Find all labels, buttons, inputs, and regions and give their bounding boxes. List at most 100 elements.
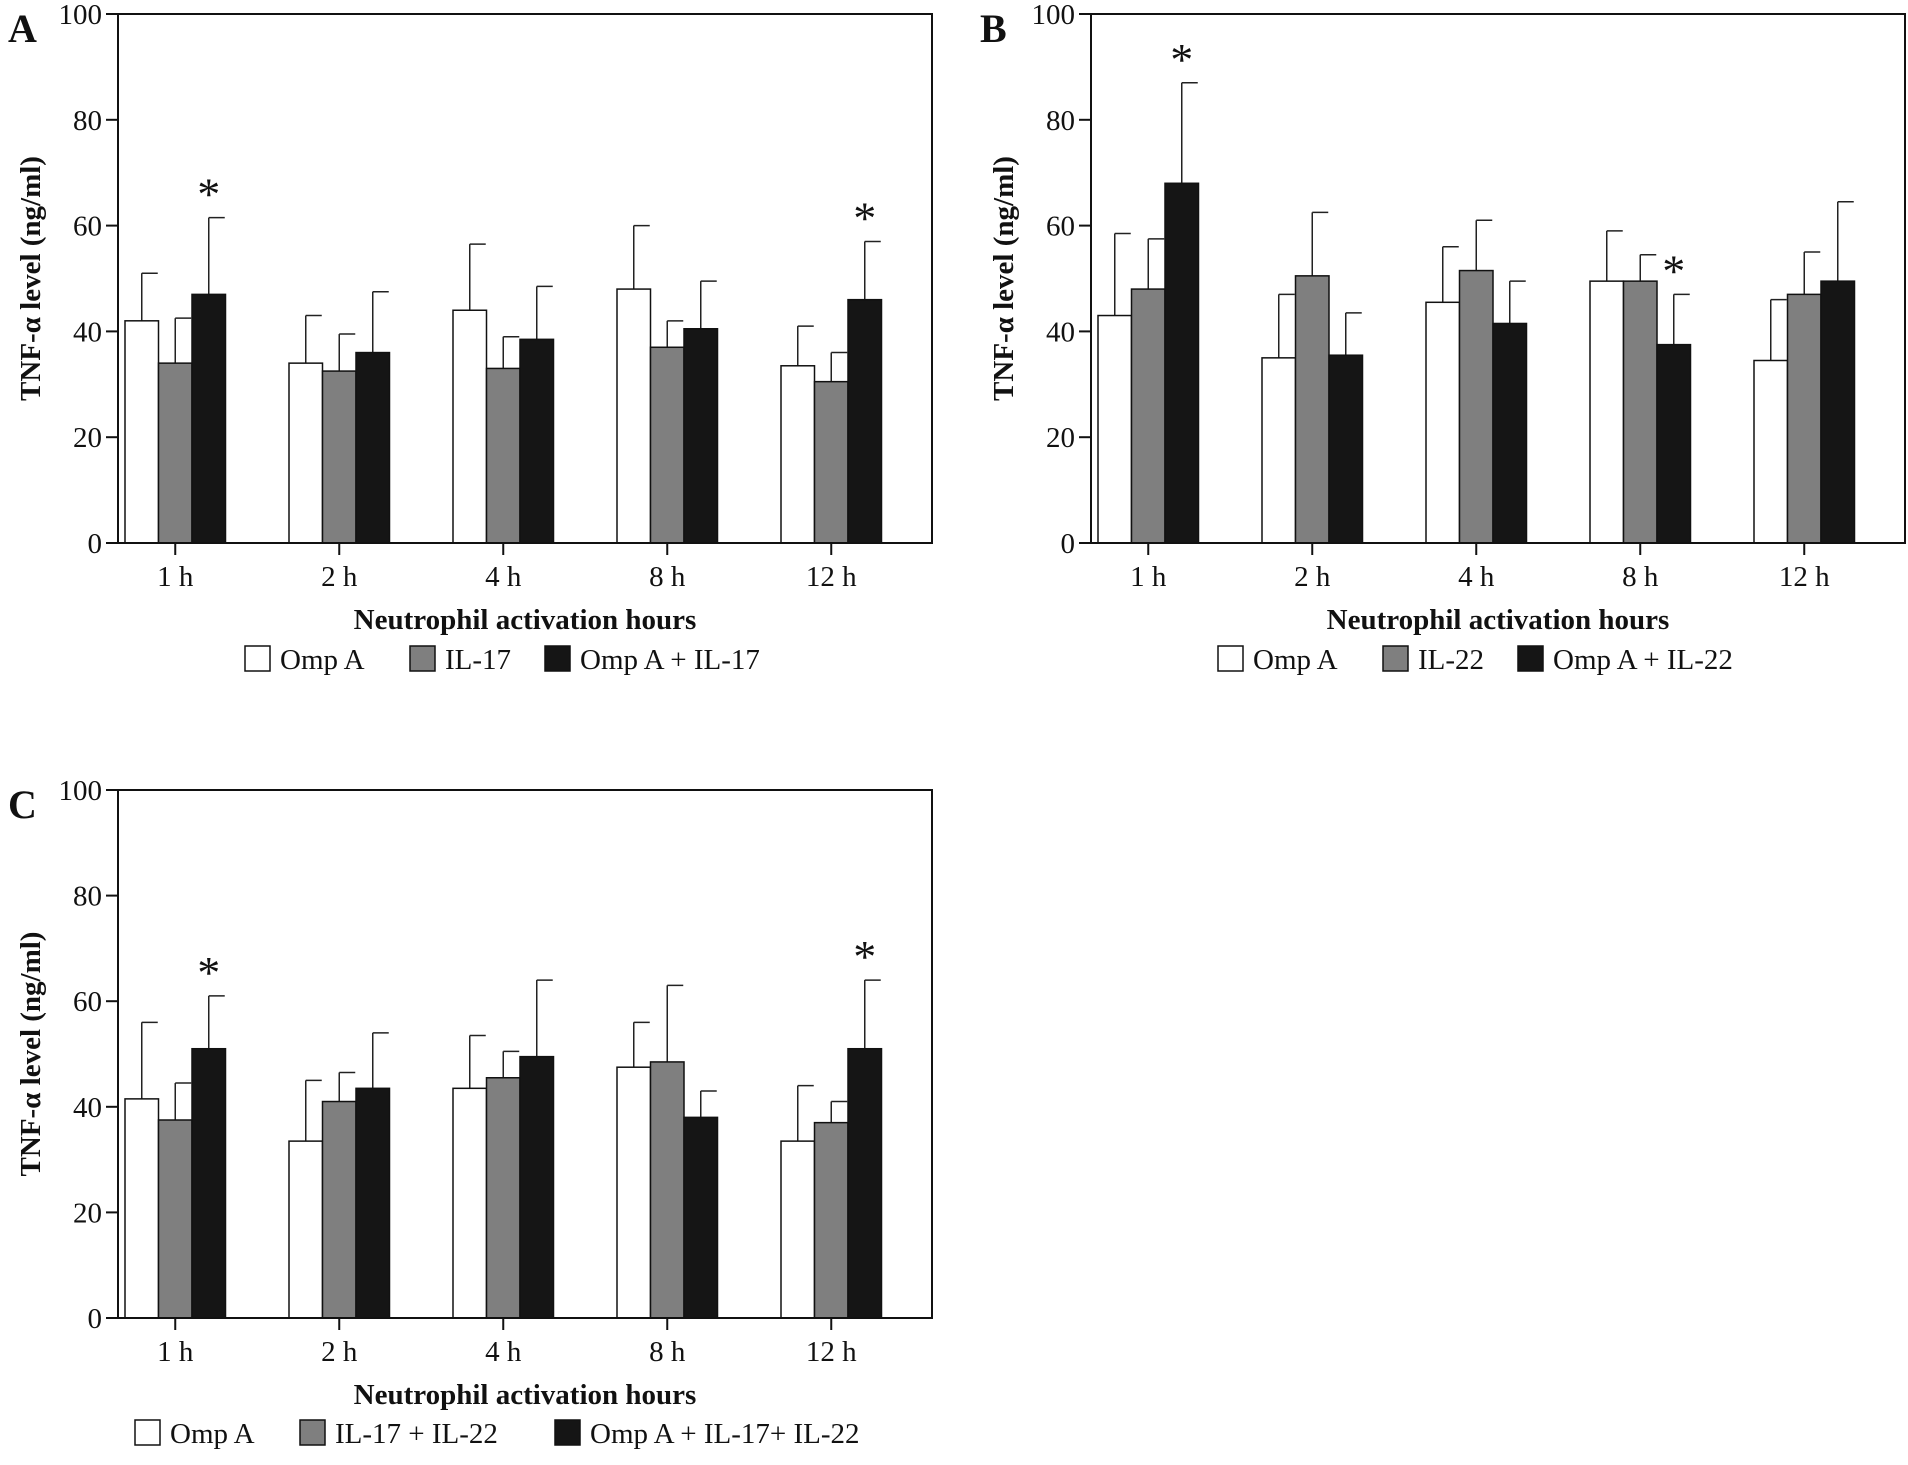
legend-label: Omp A — [170, 1418, 255, 1450]
legend-label: Omp A + IL-17+ IL-22 — [590, 1418, 860, 1450]
panel-c: C 0 20 40 60 80 100 TNF-α level (ng/ml) 1 h * 2 h 4… — [8, 775, 933, 1450]
bar — [683, 328, 719, 544]
significance-mark: * — [1662, 245, 1685, 296]
x-tick-label: 4 h — [485, 1336, 522, 1368]
legend: Omp A IL-17 + IL-22 Omp A + IL-17+ IL-22 — [134, 1418, 860, 1450]
bar — [519, 338, 555, 544]
bar — [1753, 359, 1789, 544]
panel-letter: B — [980, 6, 1007, 51]
plot-frame — [117, 13, 933, 544]
bar — [780, 1140, 816, 1319]
legend-swatch — [1382, 645, 1409, 672]
y-tick-label: 60 — [73, 211, 102, 243]
x-tick-label: 12 h — [806, 561, 857, 593]
bar — [649, 1061, 685, 1319]
bar — [519, 1055, 555, 1319]
bar — [191, 1047, 227, 1319]
x-tick-label: 1 h — [157, 561, 194, 593]
y-axis-title: TNF-α level (ng/ml) — [988, 156, 1020, 401]
bar — [452, 1087, 488, 1319]
y-tick-label: 100 — [59, 0, 103, 31]
plot-frame — [117, 789, 933, 1319]
y-tick-label: 100 — [59, 775, 103, 807]
bar — [780, 365, 816, 544]
bar — [321, 370, 357, 544]
bar — [616, 288, 652, 544]
y-tick-label: 0 — [1061, 528, 1076, 560]
x-tick-label: 1 h — [157, 1336, 194, 1368]
bar — [813, 1121, 849, 1319]
bar — [355, 351, 391, 544]
legend-swatch — [1517, 645, 1544, 672]
bar — [485, 367, 521, 544]
y-axis-title: TNF-α level (ng/ml) — [15, 932, 47, 1177]
significance-mark: * — [1170, 34, 1193, 85]
bar — [847, 1047, 883, 1319]
legend-swatch — [244, 645, 271, 672]
x-tick-label: 1 h — [1130, 561, 1167, 593]
significance-mark: * — [197, 947, 220, 998]
y-tick-label: 0 — [88, 1303, 103, 1335]
y-tick-label: 40 — [73, 316, 102, 348]
legend-label: IL-22 — [1418, 644, 1484, 676]
y-tick-label: 80 — [1046, 105, 1075, 137]
legend-label: Omp A — [1253, 644, 1338, 676]
y-tick-label: 0 — [88, 528, 103, 560]
legend-label: IL-17 + IL-22 — [335, 1418, 498, 1450]
x-tick-label: 4 h — [485, 561, 522, 593]
legend-swatch — [134, 1419, 161, 1446]
bar — [124, 1098, 160, 1319]
bar — [1820, 280, 1856, 544]
bar — [1492, 322, 1528, 544]
legend-swatch — [544, 645, 571, 672]
x-axis-title: Neutrophil activation hours — [1327, 604, 1670, 636]
y-tick-label: 20 — [73, 422, 102, 454]
panel-letter: A — [8, 6, 37, 51]
x-tick-label: 12 h — [806, 1336, 857, 1368]
x-tick-label: 8 h — [649, 561, 686, 593]
y-tick-label: 80 — [73, 105, 102, 137]
bar — [288, 362, 324, 544]
legend: Omp A IL-17 Omp A + IL-17 — [244, 644, 760, 676]
y-tick-label: 100 — [1032, 0, 1076, 31]
legend: Omp A IL-22 Omp A + IL-22 — [1217, 644, 1733, 676]
x-axis-title: Neutrophil activation hours — [354, 1379, 697, 1411]
bar — [355, 1087, 391, 1319]
bar — [124, 320, 160, 544]
panel-letter: C — [8, 782, 37, 827]
x-tick-label: 8 h — [1622, 561, 1659, 593]
y-tick-label: 20 — [1046, 422, 1075, 454]
bar — [1294, 275, 1330, 544]
x-tick-label: 8 h — [649, 1336, 686, 1368]
bar — [1425, 301, 1461, 544]
bar — [1130, 288, 1166, 544]
bar — [485, 1077, 521, 1319]
bar — [1786, 293, 1822, 544]
bar — [1164, 182, 1200, 544]
x-axis-title: Neutrophil activation hours — [354, 604, 697, 636]
bar — [1656, 343, 1692, 544]
bar — [813, 380, 849, 544]
y-axis-title: TNF-α level (ng/ml) — [15, 156, 47, 401]
bar — [288, 1140, 324, 1319]
bar — [683, 1116, 719, 1319]
y-tick-label: 20 — [73, 1197, 102, 1229]
bar — [1097, 314, 1133, 544]
bar — [1261, 357, 1297, 544]
bar — [1458, 269, 1494, 544]
x-tick-label: 12 h — [1779, 561, 1830, 593]
legend-label: Omp A — [280, 644, 365, 676]
bar — [1622, 280, 1658, 544]
significance-mark: * — [853, 192, 876, 243]
bar — [157, 1119, 193, 1319]
legend-swatch — [1217, 645, 1244, 672]
x-tick-label: 2 h — [321, 1336, 358, 1368]
bar — [452, 309, 488, 544]
legend-label: Omp A + IL-22 — [1553, 644, 1733, 676]
legend-swatch — [554, 1419, 581, 1446]
x-tick-label: 2 h — [1294, 561, 1331, 593]
bar — [1328, 354, 1364, 544]
bar — [649, 346, 685, 544]
legend-label: IL-17 — [445, 644, 511, 676]
y-tick-label: 60 — [1046, 211, 1075, 243]
